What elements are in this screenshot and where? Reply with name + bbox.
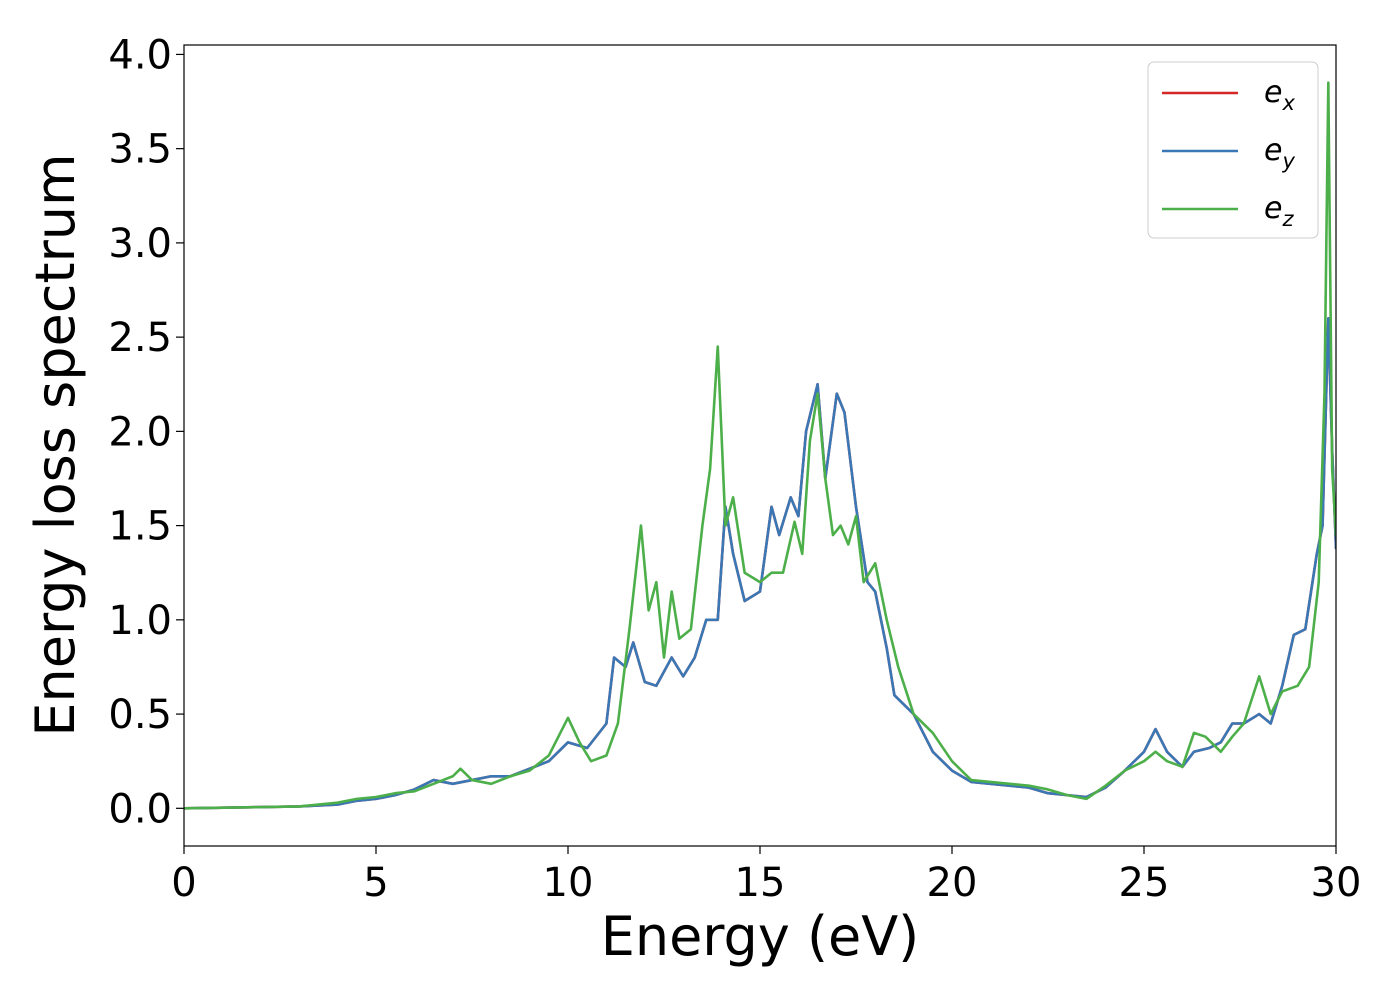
y-axis: 0.0 0.5 1.0 1.5 2.0 2.5 3.0 3.5 4.0 (108, 32, 184, 832)
y-tick-label: 1.5 (108, 504, 172, 550)
legend-label-y: ey (1264, 133, 1295, 173)
y-tick-label: 2.5 (108, 315, 172, 361)
series-layer (184, 81, 1336, 810)
y-tick-label: 0.5 (108, 692, 172, 738)
y-tick-label: 1.0 (108, 598, 172, 644)
x-axis-title: Energy (eV) (601, 905, 920, 968)
x-tick-label: 20 (927, 860, 978, 906)
y-tick-label: 2.0 (108, 409, 172, 455)
legend-label-x: ex (1264, 75, 1295, 115)
x-tick-label: 10 (543, 860, 594, 906)
x-tick-label: 0 (171, 860, 196, 906)
x-tick-label: 5 (363, 860, 388, 906)
y-tick-label: 3.0 (108, 221, 172, 267)
x-axis: 0 5 10 15 20 25 30 (171, 846, 1361, 906)
y-tick-label: 0.0 (108, 786, 172, 832)
x-tick-label: 15 (735, 860, 786, 906)
legend: ex ey ez (1147, 61, 1319, 239)
y-tick-label: 3.5 (108, 127, 172, 173)
y-tick-label: 4.0 (108, 32, 172, 78)
legend-label-z: ez (1264, 191, 1294, 231)
series-line-z (184, 81, 1336, 810)
x-tick-label: 30 (1311, 860, 1362, 906)
x-tick-label: 25 (1119, 860, 1170, 906)
series-line-y (184, 316, 1336, 810)
y-axis-title: Energy loss spectrum (24, 153, 87, 736)
series-line-x (184, 316, 1336, 810)
